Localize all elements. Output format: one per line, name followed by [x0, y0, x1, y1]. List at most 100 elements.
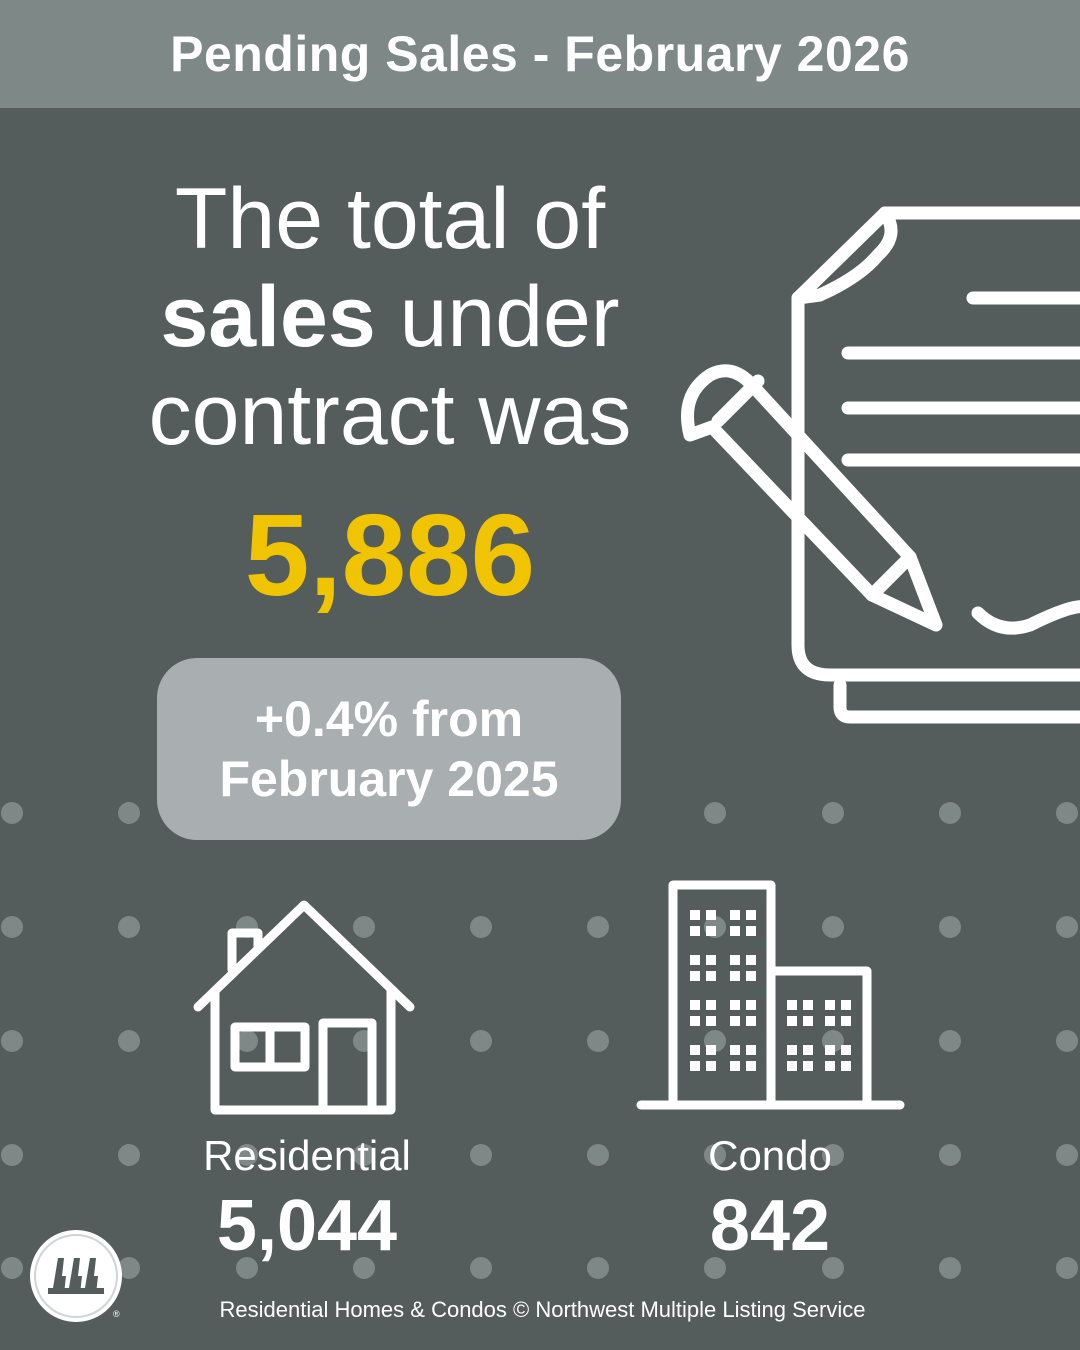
window-square: [706, 910, 716, 920]
window-square: [706, 926, 716, 936]
background-dot: [353, 1144, 375, 1166]
background-dot: [704, 802, 726, 824]
window-square: [803, 1000, 813, 1010]
nwmls-logo-icon: [30, 1230, 122, 1322]
background-dot: [939, 1144, 961, 1166]
change-badge: +0.4% from February 2025: [157, 658, 621, 840]
header-bar: Pending Sales - February 2026: [0, 0, 1080, 108]
background-dot: [470, 1030, 492, 1052]
window-square: [825, 1061, 835, 1071]
background-dot: [822, 1257, 844, 1279]
background-dot: [1, 916, 23, 938]
background-dot: [939, 1030, 961, 1052]
background-dot: [236, 1030, 258, 1052]
background-dot: [118, 1030, 140, 1052]
residential-label: Residential: [203, 1132, 411, 1179]
window-square: [730, 910, 740, 920]
window-square: [841, 1000, 851, 1010]
window-square: [841, 1045, 851, 1055]
window-square: [803, 1016, 813, 1026]
background-dot: [587, 1257, 609, 1279]
window-square: [706, 955, 716, 965]
background-dot: [470, 1257, 492, 1279]
headline: The total of sales under contract was: [90, 170, 690, 464]
headline-line-1: The total of: [174, 171, 606, 267]
window-square: [690, 1045, 700, 1055]
background-dot: [939, 802, 961, 824]
background-dot: [1056, 916, 1078, 938]
window-square: [746, 926, 756, 936]
headline-line-3: contract was: [148, 367, 632, 463]
window-square: [841, 1016, 851, 1026]
window-square: [730, 926, 740, 936]
background-dot: [118, 1144, 140, 1166]
window-square: [803, 1045, 813, 1055]
window-square: [746, 1016, 756, 1026]
window-square: [787, 1000, 797, 1010]
background-dot: [118, 1257, 140, 1279]
residential-value: 5,044: [216, 1186, 398, 1266]
condo-value: 842: [709, 1186, 831, 1266]
background-dot: [822, 802, 844, 824]
window-square: [787, 1061, 797, 1071]
window-square: [690, 1000, 700, 1010]
window-square: [706, 1061, 716, 1071]
background-dot: [470, 916, 492, 938]
window-square: [746, 1045, 756, 1055]
window-square: [825, 1016, 835, 1026]
background-dot: [118, 802, 140, 824]
window-square: [730, 1045, 740, 1055]
change-line-2: February 2025: [219, 751, 559, 807]
window-square: [841, 1061, 851, 1071]
background-dot: [1, 1257, 23, 1279]
window-square: [706, 971, 716, 981]
window-square: [746, 1061, 756, 1071]
headline-bold-word: sales: [160, 269, 376, 365]
change-line-1: +0.4% from: [254, 691, 524, 747]
window-square: [746, 1000, 756, 1010]
window-square: [730, 1016, 740, 1026]
background-dot: [939, 916, 961, 938]
window-square: [787, 1016, 797, 1026]
background-dot: [1, 1030, 23, 1052]
footer-credit: Residential Homes & Condos © Northwest M…: [219, 1297, 866, 1322]
background-dot: [587, 916, 609, 938]
background-dot: [353, 916, 375, 938]
background-dot: [236, 1257, 258, 1279]
window-square: [825, 1045, 835, 1055]
window-square: [730, 955, 740, 965]
house-icon: [193, 900, 415, 1115]
window-square: [690, 955, 700, 965]
background-dot: [1056, 1030, 1078, 1052]
window-square: [690, 971, 700, 981]
background-dot: [1056, 1144, 1078, 1166]
background-dot: [118, 916, 140, 938]
registered-mark: ®: [113, 1309, 120, 1319]
window-square: [730, 1000, 740, 1010]
window-square: [730, 971, 740, 981]
window-square: [706, 1045, 716, 1055]
background-dot: [587, 1144, 609, 1166]
window-square: [746, 971, 756, 981]
window-square: [825, 1000, 835, 1010]
background-dot: [236, 1144, 258, 1166]
background-dot: [587, 1030, 609, 1052]
total-pending-sales: 5,886: [244, 490, 536, 620]
background-dot: [1, 1144, 23, 1166]
contract-document-icon: [681, 206, 1080, 724]
headline-line-2: sales under: [90, 268, 690, 366]
window-square: [690, 910, 700, 920]
background-dot: [353, 1257, 375, 1279]
background-dot: [704, 1257, 726, 1279]
background-dot: [1056, 1257, 1078, 1279]
window-square: [706, 1000, 716, 1010]
window-square: [706, 1016, 716, 1026]
background-dot: [939, 1257, 961, 1279]
window-square: [730, 1061, 740, 1071]
condo-label: Condo: [708, 1132, 832, 1179]
background-dot: [822, 1144, 844, 1166]
background-dot: [704, 1144, 726, 1166]
background-dot: [470, 1144, 492, 1166]
window-square: [746, 955, 756, 965]
window-square: [803, 1061, 813, 1071]
